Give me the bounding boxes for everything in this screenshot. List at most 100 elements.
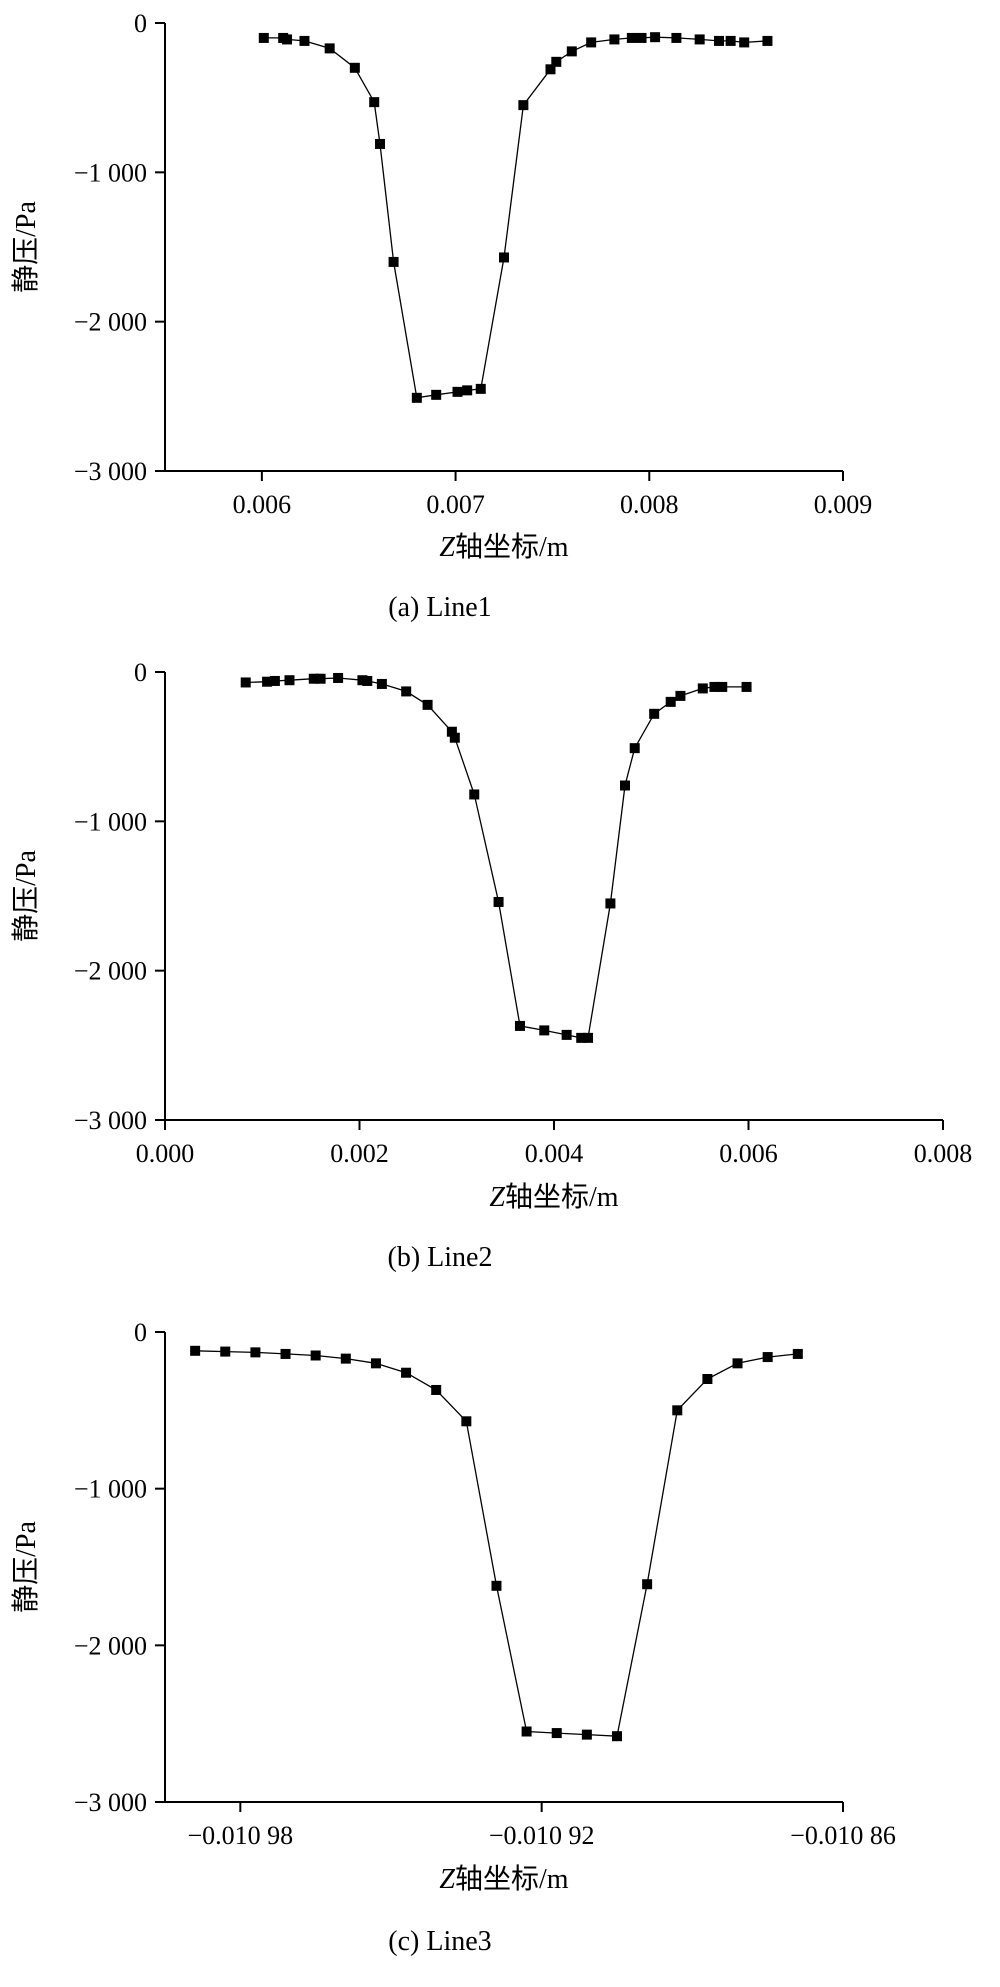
data-point (491, 1580, 502, 1591)
x-tick-label: −0.010 86 (790, 1821, 896, 1850)
data-point (586, 37, 597, 48)
y-tick-label: −2 000 (74, 308, 147, 337)
chart-panel-b: 0 −1 000 −2 000 −3 000 0.000 0.002 0.004 0.006 0… (0, 640, 1000, 1300)
x-tick-label: 0.008 (914, 1139, 973, 1168)
chart-b-svg: 0 −1 000 −2 000 −3 000 0.000 0.002 0.004 0.006 0… (10, 658, 973, 1273)
data-point (315, 673, 326, 684)
data-point (619, 780, 630, 791)
data-point (262, 676, 273, 687)
x-tick-label: 0.000 (136, 1139, 195, 1168)
x-axis-label-rest: 轴坐标/m (505, 1181, 619, 1213)
y-tick-label: −3 000 (74, 1106, 147, 1135)
data-point (741, 681, 752, 692)
data-point (299, 35, 310, 46)
x-axis-label-italic: Z (489, 1182, 505, 1213)
y-tick-label: 0 (134, 658, 147, 687)
data-point (475, 383, 486, 394)
data-point (561, 1029, 572, 1040)
data-point (431, 389, 442, 400)
data-point (792, 1348, 803, 1359)
y-tick-label: −2 000 (74, 1631, 147, 1660)
series-line (195, 1350, 798, 1737)
x-tick-label: 0.002 (330, 1139, 389, 1168)
chart-panel-a: 0 −1 000 −2 000 −3 000 0.006 0.007 0.008 0.009 Z… (0, 0, 1000, 640)
x-tick-label: 0.008 (620, 490, 679, 519)
data-point (493, 896, 504, 907)
data-point (612, 1731, 622, 1742)
y-tick-label: −2 000 (74, 957, 147, 986)
data-point (551, 1728, 562, 1739)
x-axis-label: Z轴坐标/m (439, 1863, 568, 1895)
data-point (370, 1358, 381, 1369)
data-point (388, 256, 399, 267)
y-tick-label: 0 (134, 9, 147, 38)
series-line (245, 677, 747, 1039)
data-point (609, 34, 620, 45)
data-point (762, 1352, 773, 1363)
data-point (566, 46, 577, 57)
data-point (665, 696, 676, 707)
data-point (310, 1350, 321, 1361)
y-axis-label: 静压/Pa (10, 201, 42, 293)
data-point (626, 32, 637, 43)
chart-caption: (c) Line3 (388, 1926, 491, 1957)
data-point (422, 699, 433, 710)
data-point (636, 32, 647, 43)
data-point (369, 97, 380, 108)
data-point (431, 1384, 442, 1395)
x-axis-label-italic: Z (439, 532, 455, 563)
data-point (324, 43, 335, 54)
data-point (240, 677, 251, 688)
y-tick-label: −3 000 (74, 1788, 147, 1817)
x-axis-label-rest: 轴坐标/m (455, 1863, 569, 1895)
data-point (514, 1020, 525, 1031)
data-point (545, 64, 556, 75)
x-tick-label: 0.006 (233, 490, 292, 519)
chart-caption: (b) Line2 (388, 1242, 493, 1273)
x-tick-label: −0.010 92 (489, 1821, 595, 1850)
data-point (694, 34, 705, 45)
data-point (762, 35, 773, 46)
data-point (739, 37, 750, 48)
chart-c-svg: 0 −1 000 −2 000 −3 000 −0.010 98 −0.010 92 −0.… (10, 1318, 896, 1957)
data-point (449, 732, 460, 743)
data-point (551, 56, 562, 67)
data-point (401, 686, 412, 697)
x-tick-label: 0.007 (426, 490, 485, 519)
data-point (714, 35, 725, 46)
data-point (282, 34, 293, 45)
data-point (725, 35, 736, 46)
data-point (672, 1405, 683, 1416)
data-point (521, 1726, 532, 1737)
x-axis-label: Z轴坐标/m (489, 1181, 618, 1213)
data-point (499, 252, 509, 263)
y-tick-label: −1 000 (74, 807, 147, 836)
data-point (469, 789, 480, 800)
data-point (269, 675, 280, 686)
data-point (697, 683, 708, 694)
data-point (717, 681, 728, 692)
data-point (250, 1347, 261, 1358)
data-point (220, 1346, 231, 1357)
data-point (280, 1348, 291, 1359)
y-tick-label: −3 000 (74, 457, 147, 486)
data-point (581, 1729, 592, 1740)
data-point (375, 138, 386, 149)
data-point (605, 898, 616, 909)
data-point (446, 726, 457, 737)
data-point (461, 1416, 472, 1427)
data-point (340, 1353, 351, 1364)
data-point (376, 678, 387, 689)
data-point (675, 690, 686, 701)
y-tick-label: −1 000 (74, 158, 147, 187)
data-point (362, 675, 373, 686)
data-point (709, 681, 720, 692)
x-axis-label-italic: Z (439, 1864, 455, 1895)
data-point (349, 62, 360, 73)
data-point (539, 1025, 550, 1036)
data-point (702, 1374, 713, 1384)
y-tick-label: −1 000 (74, 1475, 147, 1504)
chart-caption: (a) Line1 (388, 592, 491, 623)
data-point (629, 743, 640, 754)
data-point (333, 672, 344, 683)
